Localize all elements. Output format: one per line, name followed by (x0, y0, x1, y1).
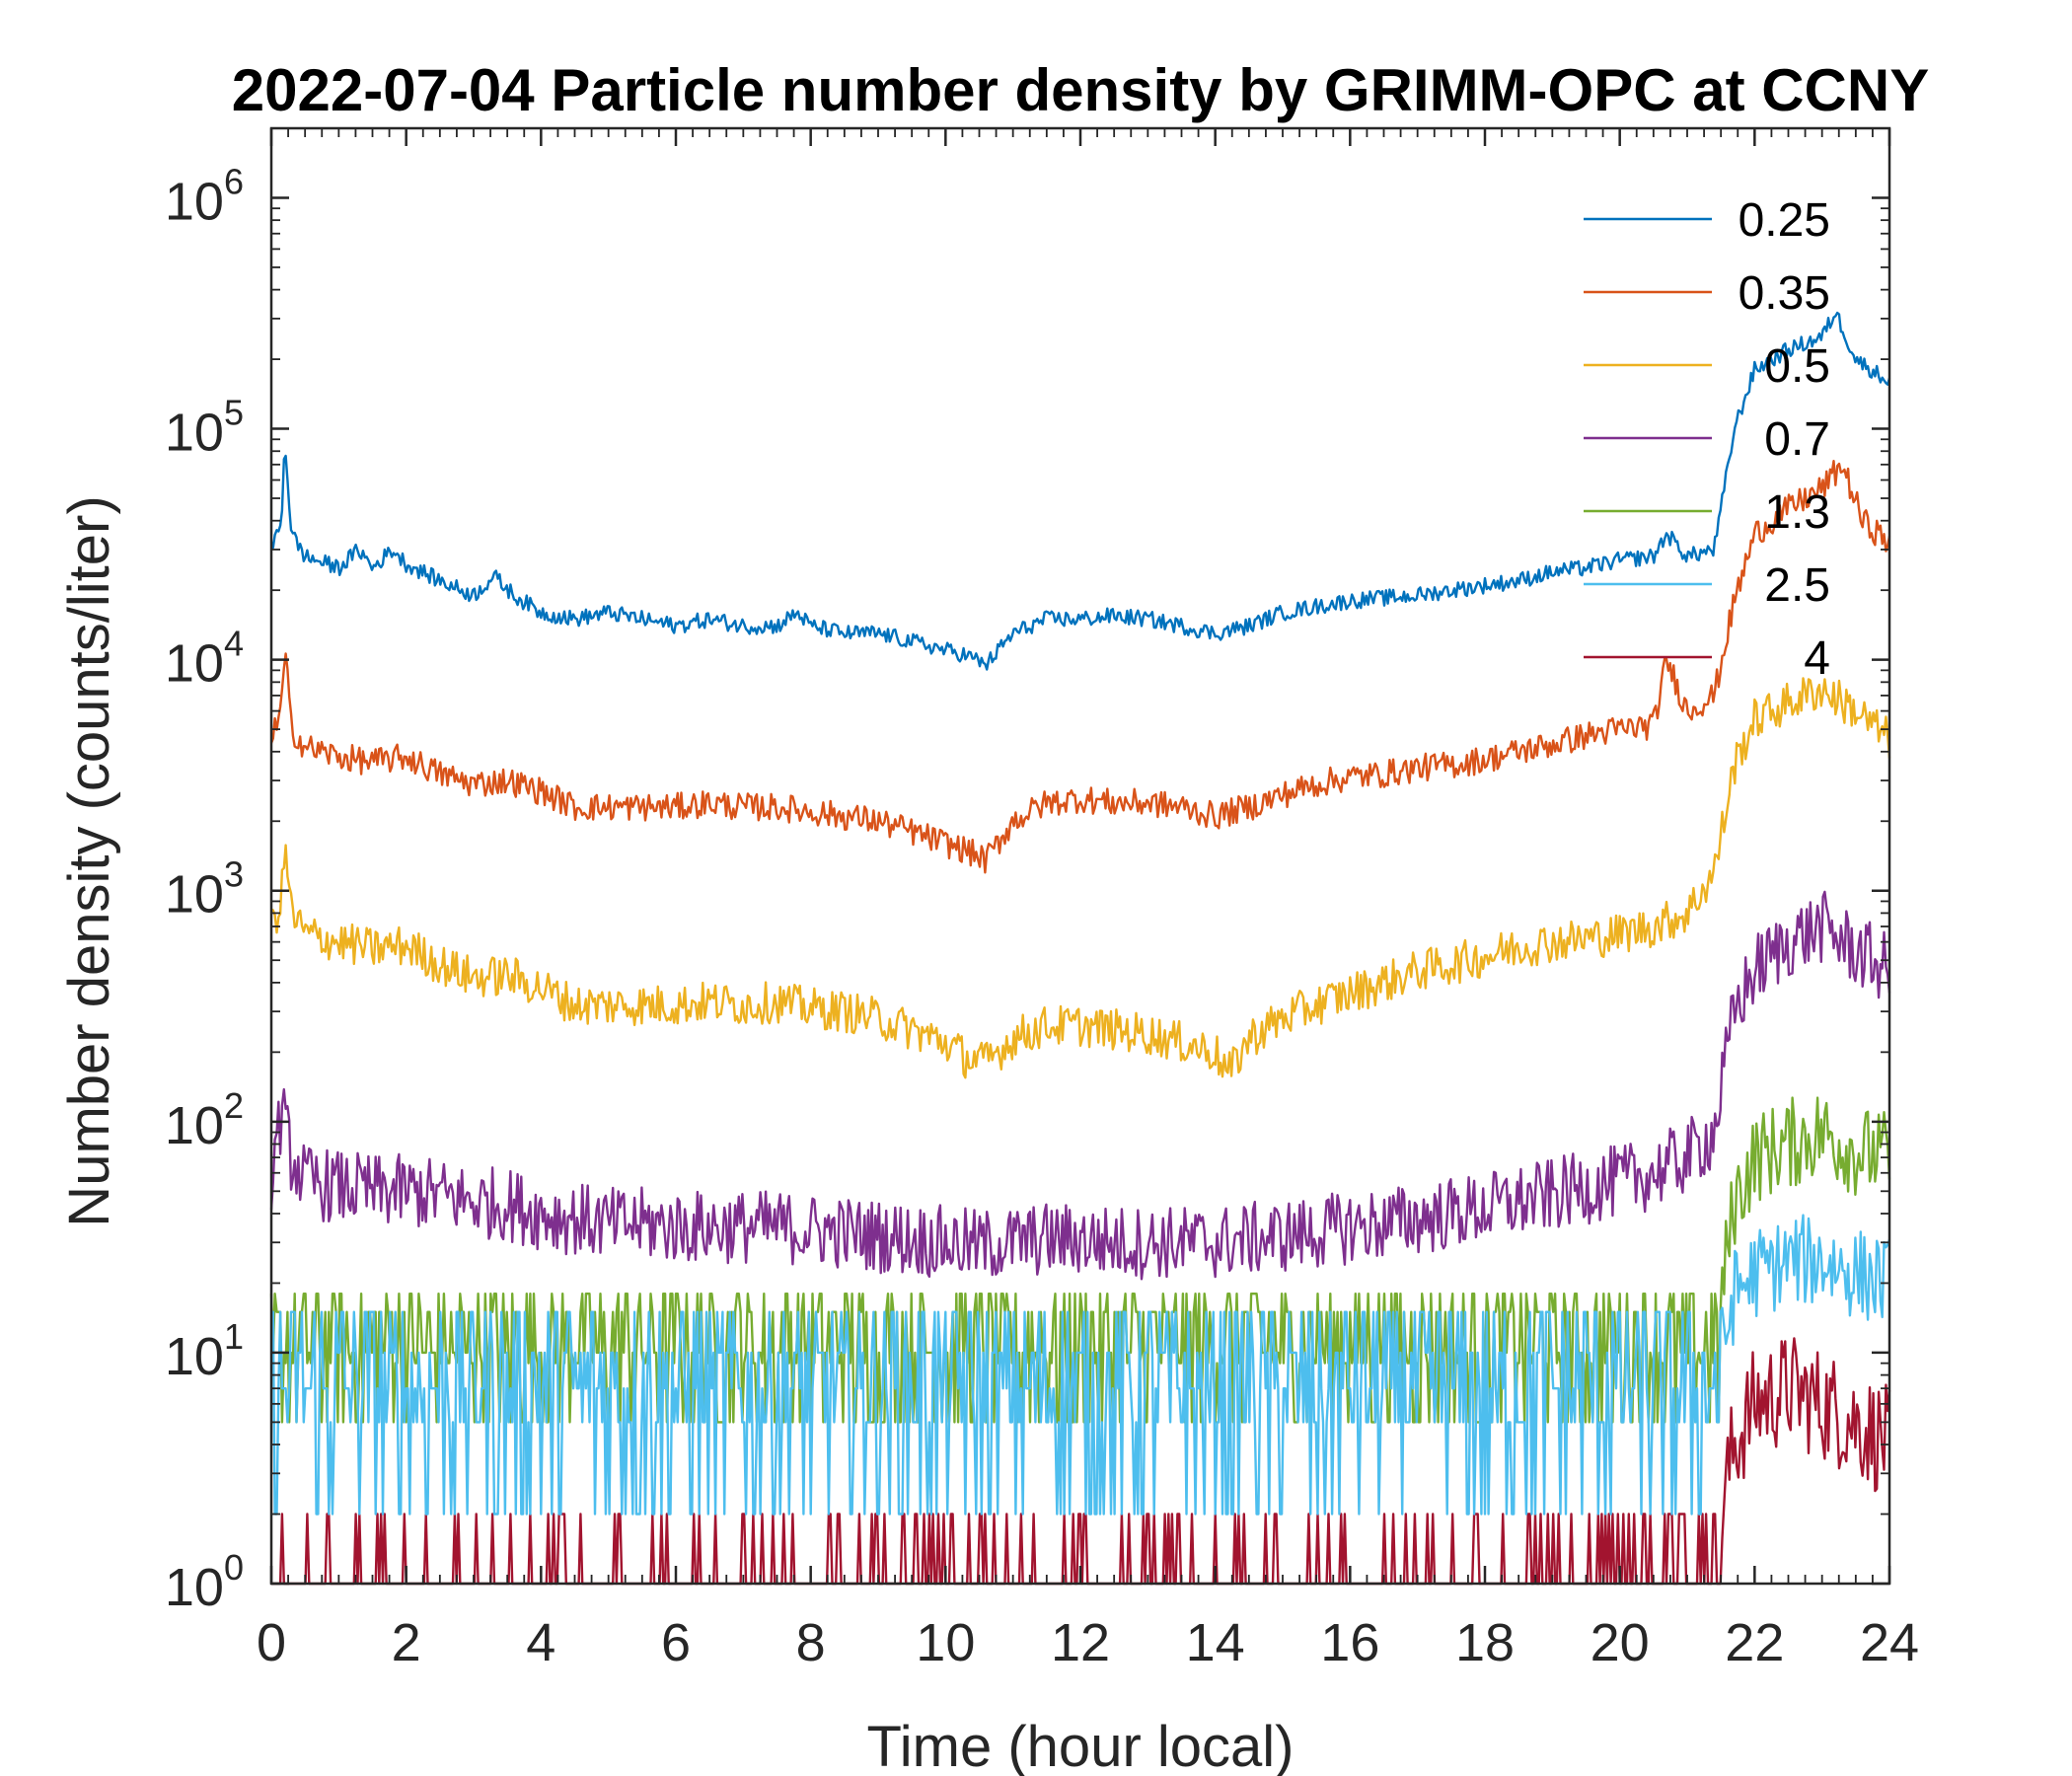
legend-label-0.7: 0.7 (1764, 413, 1830, 466)
legend-label-0.35: 0.35 (1739, 267, 1830, 320)
y-tick-label: 100 (165, 1547, 244, 1617)
y-tick-label: 103 (165, 854, 244, 925)
series-line-1.3 (269, 1096, 1891, 1424)
y-tick-label: 104 (165, 624, 244, 694)
x-tick-label: 16 (1320, 1613, 1379, 1672)
series-line-0.7 (269, 890, 1891, 1281)
x-tick-label: 2 (392, 1613, 421, 1672)
x-tick-label: 18 (1455, 1613, 1515, 1672)
x-tick-label: 14 (1186, 1613, 1245, 1672)
x-tick-label: 24 (1860, 1613, 1919, 1672)
y-tick-label: 106 (165, 161, 244, 231)
y-tick-label: 102 (165, 1085, 244, 1155)
legend-label-4: 4 (1804, 632, 1830, 685)
y-axis-label: Number density (counts/liter) (57, 495, 121, 1226)
y-tick-label: 101 (165, 1316, 244, 1386)
x-tick-label: 20 (1591, 1613, 1650, 1672)
x-tick-label: 6 (661, 1613, 691, 1672)
y-tick-label: 105 (165, 393, 244, 463)
x-tick-label: 22 (1725, 1613, 1784, 1672)
legend-label-0.5: 0.5 (1764, 340, 1830, 393)
axes-layer: 0 2 4 6 8 10 12 14 16 18 20 22 241001011021031041051… (165, 126, 1919, 1672)
legend-label-2.5: 2.5 (1764, 559, 1830, 612)
x-tick-label: 8 (796, 1613, 826, 1672)
x-tick-label: 4 (526, 1613, 555, 1672)
series-line-2.5 (271, 1214, 1891, 1516)
chart-title: 2022-07-04 Particle number density by GR… (232, 57, 1930, 123)
series-layer (269, 311, 1891, 1586)
x-tick-label: 10 (916, 1613, 975, 1672)
series-line-0.25 (269, 311, 1891, 671)
x-tick-label: 0 (257, 1613, 286, 1672)
series-line-0.35 (269, 460, 1891, 874)
legend-label-1.3: 1.3 (1764, 486, 1830, 539)
legend: 0.25 0.35 0.5 0.7 1.3 2.5 4 (1584, 194, 1830, 685)
x-tick-label: 12 (1051, 1613, 1110, 1672)
x-axis-label: Time (hour local) (867, 1715, 1295, 1776)
legend-label-0.25: 0.25 (1739, 194, 1830, 247)
series-line-0.5 (270, 677, 1891, 1079)
